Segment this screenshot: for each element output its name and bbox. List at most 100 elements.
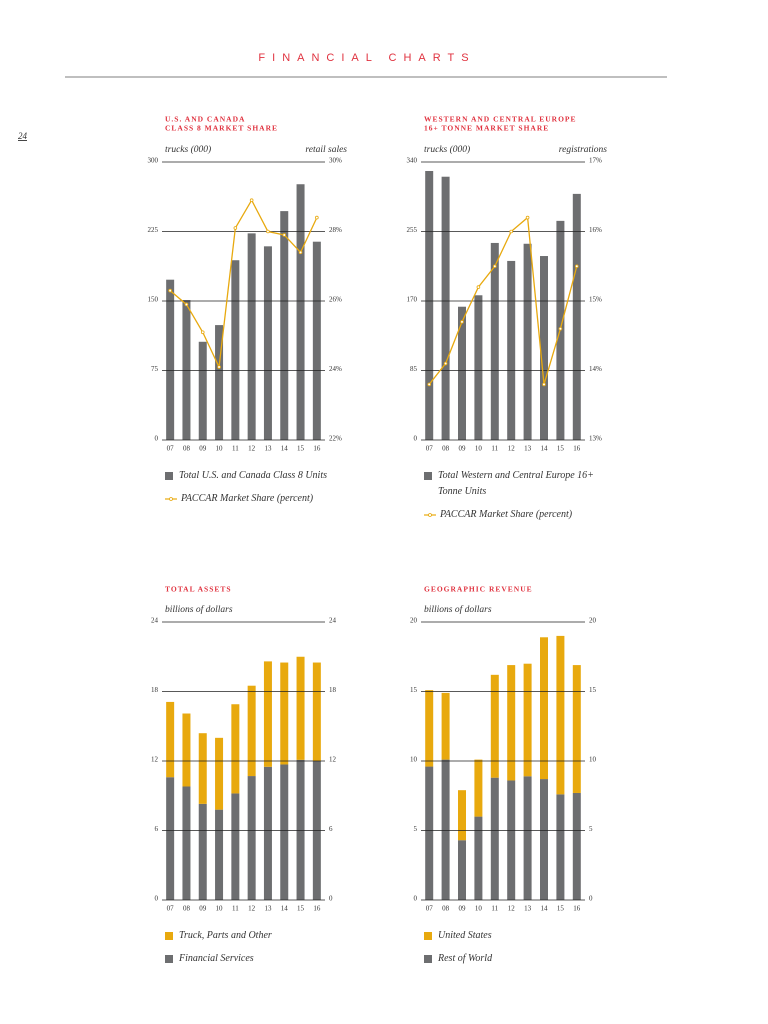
bar-segment — [523, 663, 532, 777]
bar — [474, 295, 483, 440]
bar — [490, 242, 499, 440]
y-tick-label: 75 — [151, 365, 159, 373]
y2-tick-label: 13% — [589, 435, 602, 443]
line-marker — [298, 250, 303, 255]
legend-label: Rest of World — [438, 953, 493, 964]
bar-segment — [507, 780, 516, 900]
y-tick-label-right: 6 — [329, 825, 333, 833]
line-marker — [443, 361, 448, 366]
y2-tick-label: 22% — [329, 435, 342, 443]
x-tick-label: 10 — [216, 905, 224, 913]
bar-segment — [474, 816, 483, 900]
line-marker — [492, 264, 497, 269]
x-tick-label: 10 — [475, 905, 483, 913]
legend-item: PACCAR Market Share (percent) — [424, 507, 604, 523]
line-marker — [266, 229, 270, 234]
bar-segment — [507, 665, 516, 781]
bar-segment — [296, 759, 305, 900]
bar — [312, 241, 321, 440]
bar — [296, 184, 305, 440]
y2-tick-label: 28% — [329, 226, 342, 234]
x-tick-label: 16 — [573, 905, 581, 913]
y2-tick-label: 17% — [589, 157, 602, 165]
page-title: FINANCIAL CHARTS — [258, 52, 475, 64]
bar-segment — [523, 776, 532, 900]
x-tick-label: 08 — [442, 905, 450, 913]
bar-segment — [458, 840, 466, 900]
y-tick-label: 0 — [155, 895, 159, 903]
legend-label: PACCAR Market Share (percent) — [440, 509, 573, 520]
y-tick-label-right: 5 — [589, 825, 593, 833]
y-tick-label: 20 — [410, 617, 418, 625]
legend-label: United States — [438, 930, 492, 941]
x-tick-label: 13 — [264, 905, 272, 913]
line-marker — [574, 264, 579, 269]
y-tick-label: 5 — [414, 825, 418, 833]
bar-segment — [556, 794, 565, 900]
bar-segment — [263, 661, 272, 767]
x-tick-label: 07 — [167, 905, 175, 913]
bar — [247, 233, 256, 440]
bar-segment — [441, 759, 450, 900]
x-tick-label: 16 — [313, 905, 321, 913]
bar-segment — [280, 764, 289, 900]
line-marker — [233, 226, 238, 230]
y-axis-label: billions of dollars — [165, 604, 233, 615]
y-tick-label: 340 — [407, 157, 418, 165]
line-marker — [460, 320, 464, 324]
y-tick-label: 0 — [414, 435, 418, 443]
bar-segment — [280, 662, 289, 765]
y-axis-label: trucks (000) — [424, 144, 470, 155]
bar-segment — [474, 759, 483, 817]
y-axis-label: trucks (000) — [165, 144, 211, 155]
x-tick-label: 14 — [281, 905, 289, 913]
bar-segment — [490, 674, 499, 778]
x-tick-label: 08 — [183, 905, 191, 913]
x-tick-label: 11 — [232, 445, 239, 453]
line-marker — [168, 288, 172, 293]
y2-tick-label: 16% — [589, 226, 602, 234]
y-tick-label-right: 0 — [329, 895, 333, 903]
x-tick-label: 15 — [557, 445, 565, 453]
x-tick-label: 15 — [557, 905, 565, 913]
x-tick-label: 13 — [264, 445, 272, 453]
bar-segment — [247, 685, 256, 777]
bar-segment — [556, 635, 565, 795]
x-tick-label: 15 — [297, 905, 305, 913]
bar-segment — [166, 777, 175, 900]
bar-segment — [312, 662, 321, 761]
bar — [182, 300, 191, 440]
y2-axis-label: retail sales — [305, 145, 347, 155]
x-tick-label: 09 — [459, 445, 467, 453]
legend-item: Total Western and Central Europe 16+ Ton… — [424, 468, 604, 500]
y-tick-label-right: 15 — [589, 686, 597, 694]
line-marker — [427, 382, 432, 387]
bar — [507, 260, 516, 440]
x-tick-label: 15 — [297, 445, 305, 453]
y2-tick-label: 14% — [589, 365, 602, 373]
chart-title: WESTERN AND CENTRAL EUROPE — [424, 115, 576, 124]
y-tick-label-right: 0 — [589, 895, 593, 903]
x-tick-label: 13 — [524, 445, 532, 453]
bar-segment — [182, 713, 191, 787]
x-tick-label: 12 — [508, 905, 516, 913]
line-marker — [184, 302, 189, 307]
x-tick-label: 07 — [167, 445, 175, 453]
x-tick-label: 13 — [524, 905, 532, 913]
chart-title: TOTAL ASSETS — [165, 585, 232, 594]
y-tick-label-right: 12 — [329, 756, 337, 764]
bar-segment — [540, 779, 548, 900]
bar — [540, 256, 548, 440]
bar-segment — [490, 777, 499, 900]
y2-axis-label: registrations — [559, 145, 608, 155]
legend-swatch — [165, 955, 173, 963]
legend-label: Total U.S. and Canada Class 8 Units — [179, 470, 327, 481]
x-tick-label: 12 — [508, 445, 516, 453]
bar-segment — [572, 665, 581, 793]
chart-title: U.S. AND CANADA — [165, 115, 245, 124]
x-tick-label: 08 — [183, 445, 191, 453]
x-tick-label: 12 — [248, 905, 256, 913]
y2-tick-label: 26% — [329, 296, 342, 304]
